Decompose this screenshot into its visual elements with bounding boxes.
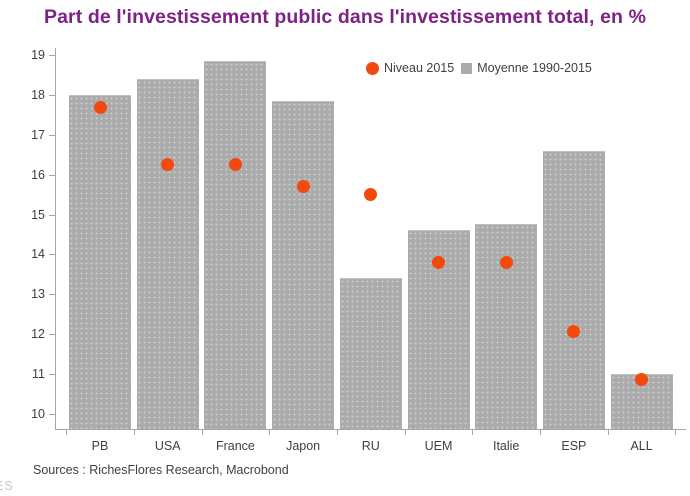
x-label-UEM: UEM — [424, 439, 453, 453]
y-tick-label-18: 18 — [31, 88, 45, 103]
point-Italie — [499, 255, 513, 269]
y-tick-label-11: 11 — [32, 366, 45, 381]
x-axis-line — [55, 429, 686, 430]
point-Japon — [296, 180, 310, 194]
y-tick-13 — [49, 294, 56, 296]
y-tick-label-16: 16 — [31, 167, 45, 182]
chart-title: Part de l'investissement public dans l'i… — [43, 6, 647, 28]
x-tick-8 — [607, 430, 609, 435]
point-ESP — [567, 325, 581, 339]
x-label-USA: USA — [154, 439, 181, 453]
x-tick-6 — [472, 430, 474, 435]
y-tick-label-15: 15 — [31, 207, 45, 222]
x-label-PB: PB — [91, 439, 109, 453]
point-USA — [161, 158, 175, 172]
legend-label-moyenne: Moyenne 1990-2015 — [477, 61, 592, 75]
y-tick-label-12: 12 — [31, 326, 45, 341]
bar-Italie — [475, 224, 538, 430]
x-tick-9 — [675, 430, 677, 435]
y-tick-15 — [49, 214, 56, 216]
x-tick-4 — [336, 430, 338, 435]
point-France — [228, 158, 242, 172]
y-tick-18 — [49, 95, 56, 97]
bar-RU — [339, 278, 402, 430]
y-axis-line — [55, 48, 56, 429]
x-tick-1 — [133, 430, 135, 435]
x-label-France: France — [215, 439, 255, 453]
legend-label-niveau-2015: Niveau 2015 — [384, 61, 455, 75]
point-PB — [93, 100, 107, 114]
x-tick-3 — [269, 430, 271, 435]
point-ALL — [635, 373, 649, 387]
bar-UEM — [407, 230, 470, 430]
y-tick-label-13: 13 — [31, 287, 45, 302]
y-tick-19 — [49, 55, 56, 57]
niveau-2015-swatch-icon — [366, 61, 379, 75]
watermark-text: ES — [0, 479, 14, 493]
x-tick-5 — [404, 430, 406, 435]
y-tick-label-10: 10 — [31, 406, 45, 421]
y-tick-12 — [49, 333, 56, 335]
bar-USA — [136, 79, 199, 430]
x-tick-0 — [66, 430, 68, 435]
x-label-Italie: Italie — [492, 439, 520, 453]
point-RU — [364, 188, 378, 202]
y-tick-10 — [49, 413, 56, 415]
x-tick-7 — [540, 430, 542, 435]
legend: Niveau 2015 Moyenne 1990-2015 — [366, 61, 592, 75]
bar-PB — [69, 95, 131, 430]
bar-ESP — [542, 150, 605, 430]
x-label-Japon: Japon — [286, 439, 321, 453]
y-tick-label-19: 19 — [31, 48, 45, 63]
x-label-ALL: ALL — [630, 439, 653, 453]
bar-France — [204, 61, 267, 430]
moyenne-swatch-icon — [461, 62, 473, 74]
source-note: Sources : RichesFlores Research, Macrobo… — [33, 463, 289, 477]
y-tick-17 — [49, 134, 56, 136]
y-tick-label-14: 14 — [31, 247, 45, 262]
y-tick-14 — [49, 254, 56, 256]
x-tick-2 — [201, 430, 203, 435]
y-tick-16 — [49, 174, 56, 176]
bar-Japon — [272, 101, 335, 430]
y-tick-11 — [49, 373, 56, 375]
point-UEM — [432, 255, 445, 269]
x-label-ESP: ESP — [561, 439, 587, 453]
y-tick-label-17: 17 — [31, 127, 45, 142]
x-label-RU: RU — [361, 439, 380, 453]
